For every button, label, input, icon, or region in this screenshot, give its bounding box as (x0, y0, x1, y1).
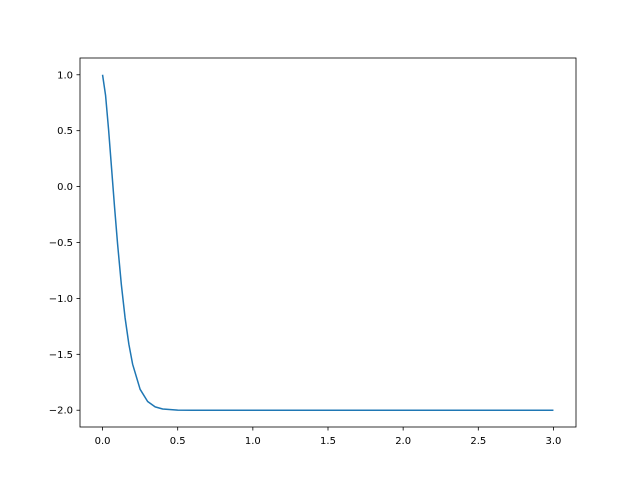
y-tick-label: 0.0 (57, 182, 73, 193)
series-line-0 (101, 74, 554, 411)
y-tick-label: −0.5 (49, 238, 73, 249)
x-tick-label: 0.5 (170, 436, 186, 447)
x-tick-label: 1.0 (245, 436, 261, 447)
y-tick-label: 1.0 (57, 70, 73, 81)
x-tick-label: 0.0 (95, 436, 111, 447)
y-tick-label: −2.0 (49, 406, 73, 417)
y-tick-label: −1.0 (49, 294, 73, 305)
y-tick-label: −1.5 (49, 350, 73, 361)
plot-background (80, 58, 576, 427)
x-tick-label: 2.0 (395, 436, 411, 447)
y-tick-label: 0.5 (57, 126, 73, 137)
x-tick-label: 1.5 (320, 436, 336, 447)
x-tick-label: 3.0 (546, 436, 562, 447)
x-tick-label: 2.5 (470, 436, 486, 447)
